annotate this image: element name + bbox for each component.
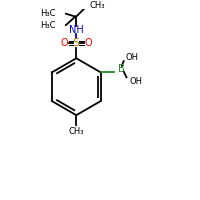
Text: H₃C: H₃C [40,21,55,30]
Text: O: O [60,38,68,48]
Text: O: O [85,38,92,48]
Text: NH: NH [69,25,84,35]
Text: B: B [118,64,125,74]
Text: CH₃: CH₃ [90,1,105,10]
Text: H₃C: H₃C [40,9,55,18]
Text: OH: OH [126,53,139,62]
Text: OH: OH [129,77,142,86]
Text: S: S [73,38,80,48]
Text: CH₃: CH₃ [69,127,84,136]
